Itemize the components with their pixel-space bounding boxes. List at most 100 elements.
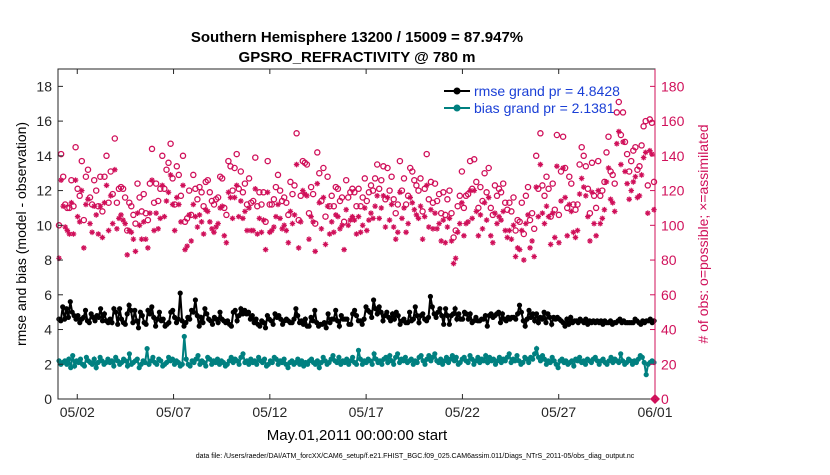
obs-possible-point (483, 189, 490, 196)
obs-assimilated-point (78, 187, 85, 194)
obs-assimilated-point (644, 210, 651, 216)
obs-assimilated-point (510, 222, 517, 229)
bias-point (643, 372, 649, 378)
rmse-point (262, 325, 269, 331)
obs-assimilated-point (535, 213, 542, 220)
obs-assimilated-point (142, 236, 149, 243)
obs-assimilated-point (638, 172, 645, 178)
obs-assimilated-point (275, 201, 281, 208)
rmse-point (187, 316, 193, 322)
obs-assimilated-point (558, 198, 564, 204)
rmse-point (407, 309, 413, 315)
obs-assimilated-point (285, 239, 292, 246)
obs-assimilated-point (370, 215, 376, 222)
obs-assimilated-point (258, 229, 265, 236)
obs-assimilated-point (153, 210, 159, 216)
obs-possible-point (582, 163, 590, 170)
bias-point (432, 351, 438, 357)
y-left-tick-label: 14 (36, 148, 52, 164)
bias-point (418, 353, 424, 359)
obs-assimilated-point (506, 227, 513, 234)
rmse-point (253, 316, 259, 322)
legend: rmse grand pr = 4.8428 bias grand pr = 2… (444, 83, 620, 116)
obs-assimilated-point (481, 199, 488, 206)
obs-assimilated-point (430, 225, 436, 232)
bias-point (240, 351, 246, 357)
obs-possible-point (539, 182, 546, 189)
obs-possible-point (72, 143, 79, 151)
bias-point (350, 354, 356, 360)
obs-possible-point (378, 176, 385, 184)
obs-assimilated-point (388, 201, 395, 208)
legend-rmse-label: rmse grand pr = 4.8428 (474, 83, 620, 99)
rmse-point (126, 302, 132, 308)
obs-assimilated-point (560, 165, 566, 171)
obs-assimilated-point (299, 187, 306, 194)
obs-assimilated-point (471, 187, 478, 194)
obs-possible-point (522, 192, 530, 200)
obs-assimilated-point (547, 241, 554, 248)
bias-point (357, 356, 363, 362)
obs-assimilated-point (91, 203, 97, 210)
obs-possible-point (353, 202, 360, 210)
bias-point (330, 353, 336, 359)
obs-possible-point (617, 131, 625, 139)
x-tick-label: 05/12 (252, 404, 287, 420)
obs-assimilated-point (564, 232, 571, 239)
obs-possible-point (293, 130, 300, 137)
obs-assimilated-point (318, 225, 325, 232)
rmse-point (416, 320, 422, 326)
obs-assimilated-point (585, 213, 591, 220)
bias-point (246, 361, 252, 367)
obs-assimilated-point (539, 210, 546, 216)
y-axis-left-label: rmse and bias (model - observation) (13, 122, 29, 346)
obs-assimilated-point (574, 227, 581, 234)
bias-point (414, 359, 420, 366)
chart-title-line1: Southern Hemisphere 13200 / 15009 = 87.9… (191, 29, 523, 46)
obs-assimilated-point (198, 219, 205, 225)
obs-assimilated-point (552, 234, 558, 241)
obs-possible-point (241, 180, 249, 187)
bias-point (150, 354, 156, 360)
rmse-point (183, 320, 189, 326)
rmse-point (295, 313, 301, 319)
obs-assimilated-point (213, 224, 219, 230)
obs-assimilated-point (149, 177, 155, 183)
bias-point (336, 354, 342, 360)
rmse-point (245, 309, 252, 315)
obs-possible-point (448, 209, 455, 217)
obs-possible-point (520, 230, 528, 238)
obs-assimilated-point (618, 161, 624, 168)
obs-assimilated-point (176, 201, 182, 208)
rmse-point (98, 306, 104, 312)
rmse-point (535, 320, 542, 326)
obs-assimilated-point (428, 206, 434, 213)
obs-possible-point (580, 152, 587, 160)
obs-possible-point (146, 180, 154, 187)
obs-possible-point (386, 187, 393, 194)
obs-possible-point (613, 109, 621, 116)
bias-point (438, 356, 444, 362)
bias-line (58, 336, 655, 375)
obs-possible-point (400, 175, 408, 182)
bias-point (616, 359, 622, 366)
bias-point (66, 356, 72, 362)
obs-possible-point (541, 192, 548, 200)
obs-possible-point (576, 161, 583, 168)
obs-possible-point (245, 175, 253, 182)
obs-assimilated-point (219, 203, 226, 210)
obs-possible-point (411, 176, 418, 184)
obs-assimilated-point (568, 208, 575, 215)
rmse-point (115, 321, 121, 327)
obs-assimilated-point (118, 212, 124, 218)
rmse-point (75, 313, 81, 319)
rmse-point (177, 290, 183, 296)
bias-point (530, 356, 536, 362)
obs-possible-point (549, 180, 556, 187)
obs-assimilated-point (229, 215, 236, 222)
obs-assimilated-point (120, 217, 126, 223)
x-tick-label: 05/27 (541, 404, 576, 420)
rmse-point (443, 306, 449, 312)
obs-assimilated-point (599, 215, 606, 222)
